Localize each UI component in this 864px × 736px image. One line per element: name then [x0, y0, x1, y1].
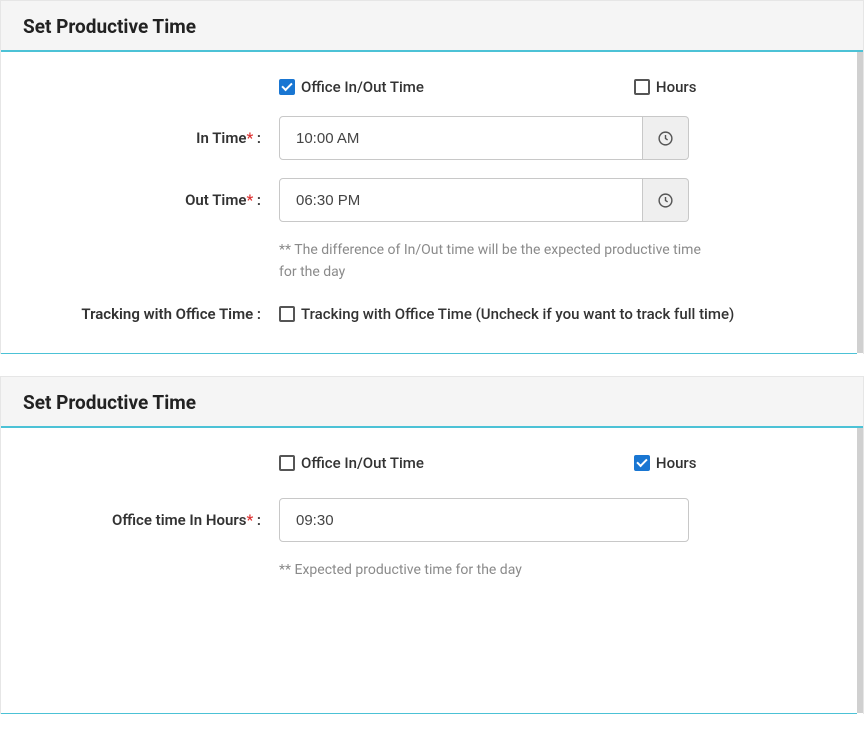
checkbox-office-inout[interactable]: Office In/Out Time: [279, 454, 424, 472]
in-time-label: In Time* :: [1, 129, 279, 147]
panel-title: Set Productive Time: [1, 1, 863, 52]
out-time-label: Out Time* :: [1, 191, 279, 209]
checkbox-office-inout-label: Office In/Out Time: [301, 78, 424, 96]
out-time-input[interactable]: [279, 178, 643, 222]
panel-productive-time-inout: Set Productive Time Office In/Out Time H…: [0, 0, 864, 354]
section-bottom-rule: [1, 713, 857, 714]
section-bottom-rule: [1, 353, 857, 354]
check-icon: [279, 79, 295, 95]
clock-icon: [657, 192, 674, 209]
scrollbar[interactable]: [857, 52, 863, 353]
checkbox-hours[interactable]: Hours: [634, 78, 697, 96]
check-icon: [634, 79, 650, 95]
office-hours-label: Office time In Hours* :: [1, 511, 279, 529]
checkbox-office-inout-label: Office In/Out Time: [301, 454, 424, 472]
checkbox-hours-label: Hours: [656, 454, 697, 472]
check-icon: [279, 306, 295, 322]
hours-hint: ** Expected productive time for the day: [279, 560, 522, 582]
inout-hint: ** The difference of In/Out time will be…: [279, 240, 709, 283]
in-time-input[interactable]: [279, 116, 643, 160]
checkbox-tracking-label: Tracking with Office Time (Uncheck if yo…: [301, 305, 734, 323]
check-icon: [634, 455, 650, 471]
panel-productive-time-hours: Set Productive Time Office In/Out Time H…: [0, 376, 864, 714]
in-time-picker-button[interactable]: [643, 116, 689, 160]
checkbox-tracking-office-time[interactable]: Tracking with Office Time (Uncheck if yo…: [279, 305, 734, 323]
office-hours-input[interactable]: [279, 498, 689, 542]
checkbox-hours-label: Hours: [656, 78, 697, 96]
checkbox-hours[interactable]: Hours: [634, 454, 697, 472]
panel-title: Set Productive Time: [1, 377, 863, 428]
tracking-label: Tracking with Office Time :: [1, 305, 279, 323]
checkbox-office-inout[interactable]: Office In/Out Time: [279, 78, 424, 96]
scrollbar[interactable]: [857, 428, 863, 713]
check-icon: [279, 455, 295, 471]
out-time-picker-button[interactable]: [643, 178, 689, 222]
clock-icon: [657, 130, 674, 147]
